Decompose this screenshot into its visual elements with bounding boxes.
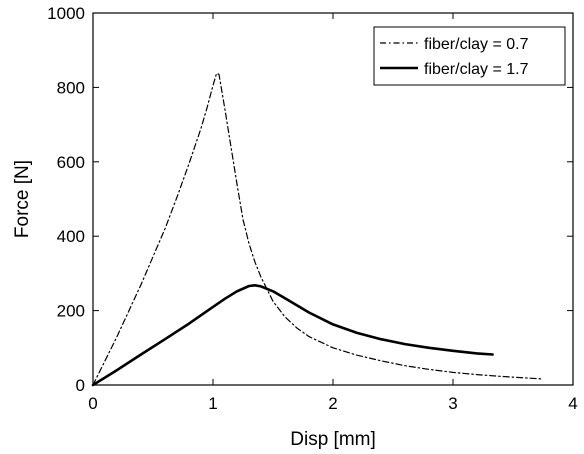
x-tick-label: 0 <box>88 394 97 413</box>
y-axis-title: Force [N] <box>12 160 33 238</box>
x-tick-label: 4 <box>568 394 577 413</box>
y-tick-label: 0 <box>76 376 85 395</box>
x-tick-label: 3 <box>448 394 457 413</box>
x-axis-title: Disp [mm] <box>290 429 376 450</box>
y-tick-label: 800 <box>57 78 85 97</box>
legend-label-series-2: fiber/clay = 1.7 <box>424 61 529 78</box>
y-tick-label: 400 <box>57 227 85 246</box>
x-tick-label: 2 <box>328 394 337 413</box>
series-line-2 <box>91 283 494 387</box>
y-axis-ticks: 0 200 400 600 800 1000 <box>47 4 573 395</box>
x-tick-label: 1 <box>208 394 217 413</box>
y-tick-label: 600 <box>57 153 85 172</box>
legend: fiber/clay = 0.7 fiber/clay = 1.7 <box>373 26 566 86</box>
legend-box <box>373 26 566 86</box>
legend-label-series-1: fiber/clay = 0.7 <box>424 36 529 53</box>
x-axis-ticks: 0 1 2 3 4 <box>88 13 578 413</box>
series-layer <box>91 72 544 387</box>
y-tick-label: 200 <box>57 302 85 321</box>
y-tick-label: 1000 <box>47 4 85 23</box>
series-line-1 <box>92 72 544 386</box>
